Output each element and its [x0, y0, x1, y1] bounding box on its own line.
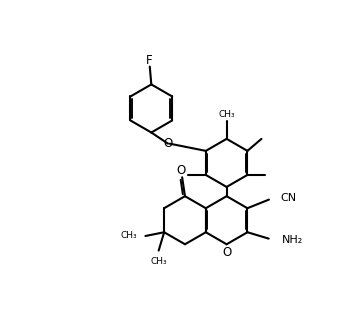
Text: O: O: [176, 164, 185, 177]
Text: NH₂: NH₂: [282, 235, 303, 245]
Text: O: O: [163, 137, 173, 150]
Text: O: O: [222, 246, 231, 259]
Text: CH₃: CH₃: [218, 110, 235, 119]
Text: CH₃: CH₃: [150, 257, 167, 266]
Text: F: F: [146, 54, 152, 67]
Text: CH₃: CH₃: [120, 231, 137, 240]
FancyBboxPatch shape: [27, 1, 335, 310]
Text: CN: CN: [281, 193, 297, 203]
